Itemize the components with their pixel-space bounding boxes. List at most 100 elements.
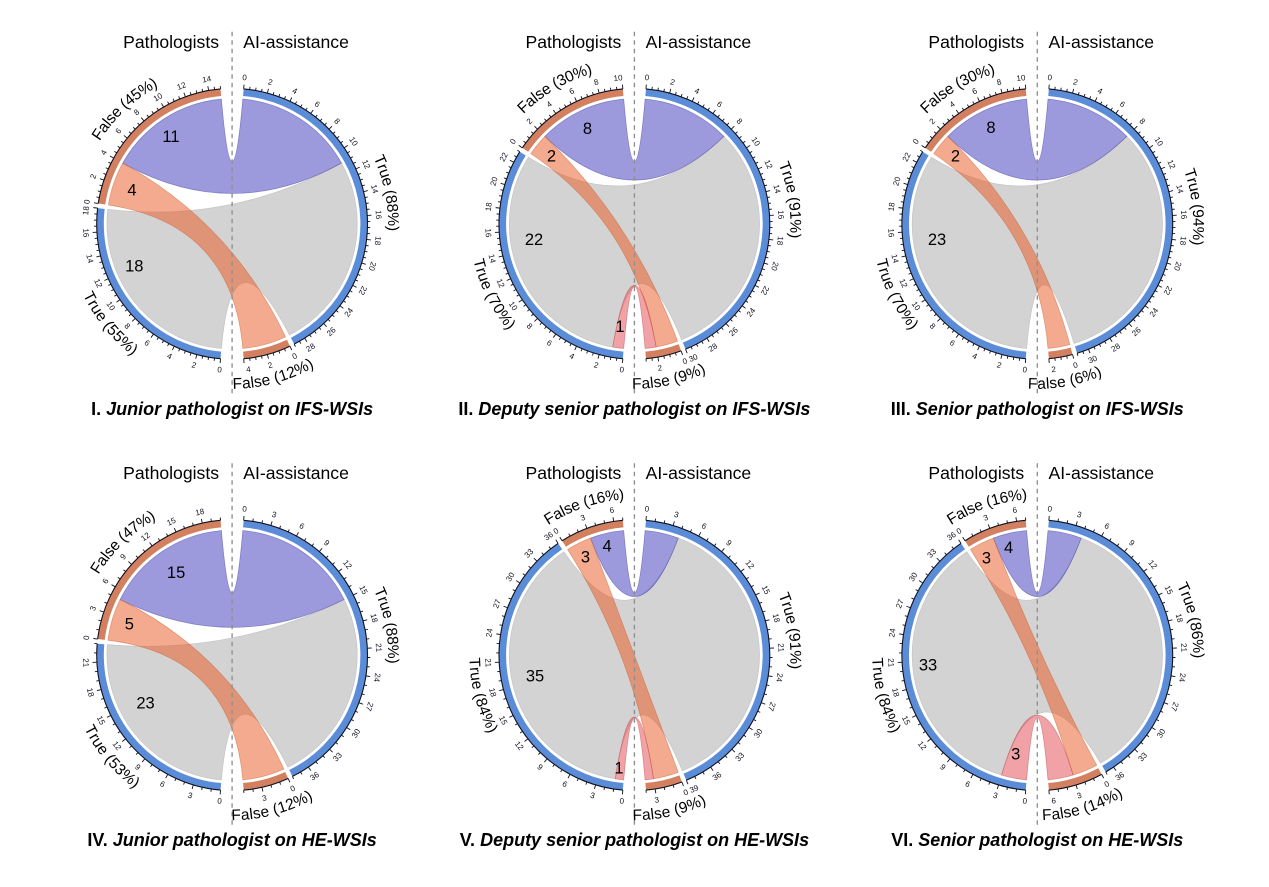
- svg-text:(: (: [784, 627, 802, 636]
- svg-text:e: e: [782, 183, 800, 195]
- svg-text:e: e: [870, 679, 888, 691]
- svg-text:F: F: [632, 376, 642, 393]
- svg-text:2: 2: [525, 116, 535, 126]
- svg-text:0: 0: [508, 137, 518, 146]
- svg-text:%: %: [1189, 226, 1207, 241]
- svg-text:18: 18: [890, 687, 901, 698]
- svg-text:12: 12: [92, 277, 104, 289]
- svg-text:(: (: [672, 801, 682, 819]
- svg-text:%: %: [291, 790, 311, 811]
- svg-text:l: l: [248, 806, 253, 823]
- svg-text:18: 18: [887, 201, 897, 211]
- svg-text:15: 15: [760, 584, 772, 596]
- svg-text:18: 18: [194, 507, 205, 518]
- svg-text:5: 5: [125, 615, 134, 633]
- svg-text:III. Senior pathologist on IFS: III. Senior pathologist on IFS-WSIs: [891, 399, 1184, 419]
- svg-text:1: 1: [614, 760, 623, 778]
- svg-text:1: 1: [586, 491, 599, 510]
- svg-text:4: 4: [291, 86, 299, 96]
- svg-text:AI-assistance: AI-assistance: [243, 32, 349, 52]
- svg-text:21: 21: [81, 658, 90, 668]
- svg-text:8: 8: [1186, 621, 1204, 633]
- svg-text:8: 8: [593, 77, 600, 87]
- svg-text:4: 4: [693, 86, 701, 96]
- svg-text:16: 16: [886, 228, 896, 238]
- svg-text:14: 14: [369, 184, 380, 195]
- svg-text:18: 18: [85, 687, 96, 698]
- svg-text:24: 24: [372, 672, 382, 683]
- svg-text:6: 6: [101, 576, 111, 585]
- svg-text:23: 23: [136, 695, 154, 713]
- svg-text:6: 6: [114, 126, 124, 136]
- svg-text:3: 3: [982, 550, 991, 568]
- svg-text:9: 9: [535, 762, 545, 772]
- svg-text:0: 0: [217, 365, 223, 374]
- svg-text:0: 0: [242, 73, 248, 82]
- svg-text:12: 12: [360, 158, 372, 170]
- svg-text:4: 4: [545, 99, 554, 109]
- svg-text:a: a: [641, 806, 651, 824]
- svg-text:20: 20: [488, 175, 499, 187]
- svg-text:20: 20: [1172, 261, 1183, 273]
- svg-text:21: 21: [374, 643, 383, 653]
- svg-text:s: s: [253, 373, 264, 391]
- svg-text:): ): [786, 663, 803, 669]
- svg-text:): ): [697, 792, 709, 810]
- svg-text:0: 0: [619, 365, 625, 374]
- svg-text:(: (: [272, 369, 283, 387]
- svg-text:8: 8: [132, 107, 142, 117]
- svg-text:%: %: [604, 487, 620, 506]
- svg-text:e: e: [1069, 802, 1081, 821]
- svg-text:8: 8: [928, 321, 938, 331]
- svg-text:4: 4: [166, 351, 174, 361]
- svg-text:F: F: [231, 807, 241, 824]
- svg-text:3: 3: [88, 604, 98, 612]
- svg-text:3: 3: [654, 795, 660, 805]
- svg-text:F: F: [1042, 807, 1052, 825]
- svg-text:2: 2: [996, 360, 1003, 370]
- svg-text:12: 12: [1165, 158, 1177, 170]
- svg-text:e: e: [378, 608, 397, 621]
- svg-text:(: (: [1081, 799, 1092, 817]
- svg-text:e: e: [260, 371, 272, 389]
- svg-text:8: 8: [1137, 117, 1147, 127]
- svg-text:9: 9: [118, 552, 128, 562]
- svg-text:AI-assistance: AI-assistance: [1048, 463, 1154, 483]
- svg-text:Pathologists: Pathologists: [928, 32, 1024, 52]
- svg-text:2: 2: [951, 148, 960, 166]
- svg-text:9: 9: [1189, 209, 1207, 219]
- svg-text:): ): [786, 233, 803, 239]
- svg-text:21: 21: [776, 643, 785, 653]
- svg-text:0: 0: [82, 634, 92, 640]
- svg-text:0: 0: [1022, 365, 1028, 374]
- svg-text:14: 14: [487, 253, 498, 264]
- svg-text:21: 21: [1179, 643, 1188, 653]
- svg-text:6: 6: [700, 521, 709, 531]
- svg-text:3: 3: [579, 513, 587, 523]
- svg-text:s: s: [1062, 804, 1073, 822]
- svg-text:(: (: [672, 370, 682, 388]
- svg-text:9: 9: [322, 538, 332, 548]
- svg-text:%: %: [477, 711, 498, 731]
- svg-text:0: 0: [619, 797, 625, 806]
- svg-text:0: 0: [1022, 797, 1028, 806]
- svg-text:6: 6: [1188, 630, 1206, 641]
- svg-text:l: l: [1045, 375, 1050, 392]
- svg-text:0: 0: [955, 526, 964, 536]
- svg-text:9: 9: [785, 632, 803, 642]
- svg-text:I. Junior pathologist on IFS-W: I. Junior pathologist on IFS-WSIs: [91, 399, 373, 419]
- svg-text:12: 12: [494, 277, 506, 289]
- svg-text:6: 6: [609, 505, 615, 515]
- svg-text:11: 11: [162, 128, 179, 146]
- svg-text:8: 8: [332, 117, 342, 127]
- svg-text:16: 16: [776, 210, 786, 220]
- svg-text:12: 12: [897, 277, 909, 289]
- svg-text:4: 4: [971, 351, 979, 361]
- svg-text:8: 8: [383, 635, 401, 645]
- svg-text:%: %: [684, 794, 703, 815]
- svg-text:V. Deputy senior pathologist o: V. Deputy senior pathologist on HE-WSIs: [460, 830, 809, 850]
- svg-text:l: l: [558, 503, 569, 520]
- svg-text:2: 2: [267, 77, 274, 87]
- svg-text:(: (: [581, 493, 592, 511]
- svg-text:27: 27: [363, 701, 375, 713]
